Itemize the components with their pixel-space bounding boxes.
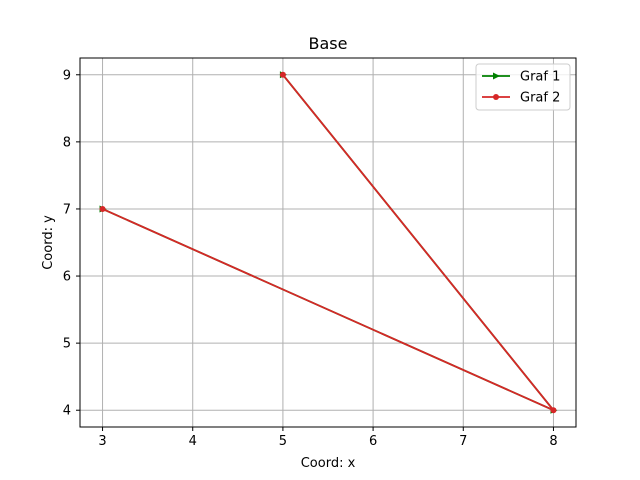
chart-title: Base — [309, 34, 348, 53]
y-tick-label: 8 — [63, 135, 71, 150]
x-tick-label: 8 — [549, 434, 557, 449]
data-point-marker — [493, 72, 500, 80]
y-tick-label: 7 — [63, 202, 71, 217]
legend: Graf 1 Graf 2 — [475, 63, 571, 111]
series-2 — [99, 71, 557, 414]
plot-frame — [79, 57, 577, 428]
data-point-marker — [99, 205, 106, 212]
legend-entry: Graf 2 — [482, 91, 560, 106]
y-axis-label: Coord: y — [41, 215, 56, 270]
legend-items: Graf 1 Graf 2 — [482, 70, 560, 106]
data-point-marker — [493, 94, 499, 100]
grid — [80, 58, 576, 427]
x-axis-ticks: 3 4 5 6 7 8 — [98, 427, 558, 449]
x-tick-label: 7 — [459, 434, 467, 449]
x-tick-label: 4 — [189, 434, 197, 449]
x-axis-label: Coord: x — [301, 456, 356, 471]
legend-label: Graf 1 — [520, 70, 560, 85]
legend-entry: Graf 1 — [482, 70, 560, 85]
y-tick-label: 6 — [63, 270, 71, 285]
legend-label: Graf 2 — [520, 91, 560, 106]
y-tick-label: 4 — [63, 404, 71, 419]
y-tick-label: 9 — [63, 68, 71, 83]
x-tick-label: 3 — [98, 434, 106, 449]
y-tick-label: 5 — [63, 337, 71, 352]
data-point-marker — [550, 407, 557, 414]
x-tick-label: 5 — [279, 434, 287, 449]
data-point-marker — [279, 71, 286, 78]
series-layer — [99, 71, 558, 414]
x-tick-label: 6 — [369, 434, 377, 449]
y-axis-ticks: 4 5 6 7 8 9 — [63, 68, 80, 419]
